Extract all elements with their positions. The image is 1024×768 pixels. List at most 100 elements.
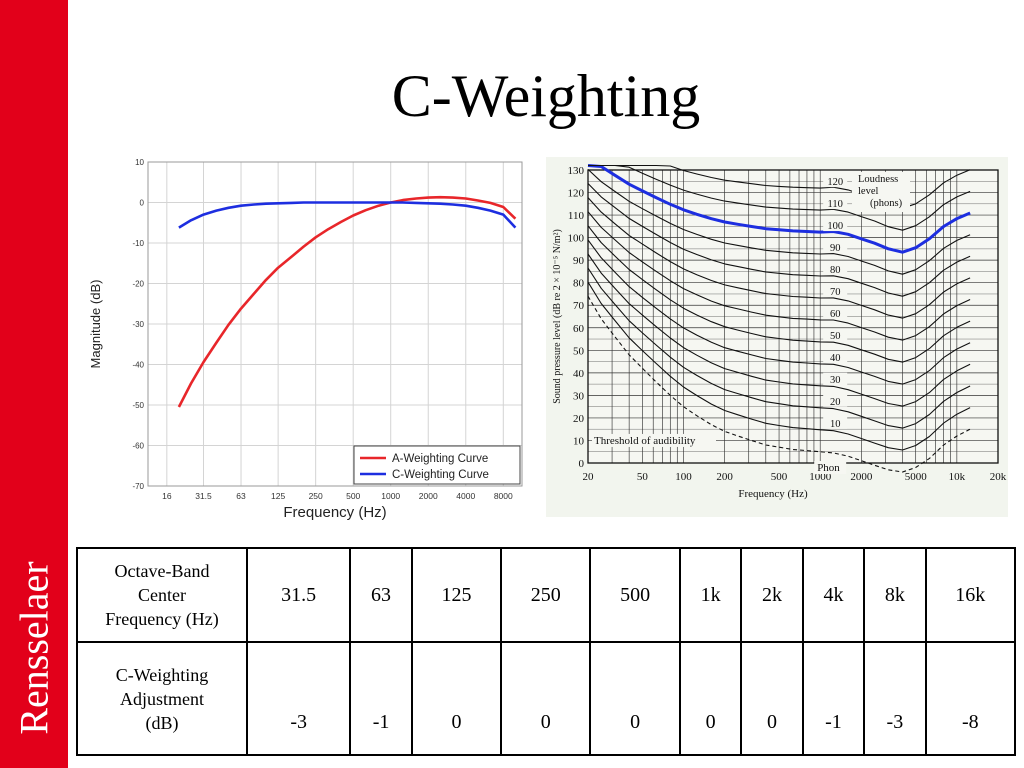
header-line: C-Weighting <box>115 664 209 685</box>
x-axis-label: Frequency (Hz) <box>738 488 808 500</box>
table-cell: 0 <box>410 641 503 756</box>
phon-contour <box>587 239 971 385</box>
phon-contour <box>587 281 971 451</box>
table-cell: 31.5 <box>245 547 352 643</box>
phon-label: 40 <box>830 353 841 364</box>
series-line <box>178 201 517 229</box>
phon-contour <box>587 183 971 297</box>
x-tick-label: 100 <box>675 471 692 483</box>
y-tick-label: -50 <box>132 401 144 410</box>
x-tick-label: 20k <box>990 471 1007 483</box>
chart-title-line: (phons) <box>870 198 903 209</box>
y-tick-label: 90 <box>573 255 585 267</box>
legend-label: C-Weighting Curve <box>392 469 489 481</box>
y-tick-label: 0 <box>579 458 585 470</box>
y-tick-label: 100 <box>568 233 585 245</box>
header-line: Adjustment <box>120 688 204 709</box>
phon-label: 60 <box>830 309 841 320</box>
table-cell: 2k <box>740 547 804 643</box>
phon-label-bg <box>823 350 848 363</box>
table-row: C-Weighting Adjustment (dB) -3 -1 0 0 0 … <box>76 641 1017 756</box>
x-tick-label: 2000 <box>419 491 438 501</box>
table-cell: 500 <box>589 547 681 643</box>
plot-frame <box>147 161 523 487</box>
phon-annotation: Phon <box>817 462 840 474</box>
legend-label: A-Weighting Curve <box>392 453 488 465</box>
x-tick-label: 250 <box>309 491 323 501</box>
phon-label: 10 <box>830 419 841 430</box>
x-tick-label: 20 <box>583 471 595 483</box>
x-tick-label: 125 <box>271 491 285 501</box>
table-cell: 8k <box>863 547 927 643</box>
phon-label-bg <box>823 284 848 297</box>
phon-label-bg <box>823 175 848 188</box>
header-line: Octave-Band <box>114 561 210 581</box>
plot-frame <box>587 169 999 464</box>
y-tick-label: 40 <box>573 368 585 380</box>
phon-label: 80 <box>830 265 841 276</box>
phon-label-bg <box>823 219 848 232</box>
annotation-bg <box>592 433 716 447</box>
table-cell: 0 <box>740 641 804 756</box>
annotation-bg <box>814 461 847 474</box>
y-axis-label: Magnitude (dB) <box>88 280 103 369</box>
y-tick-label: 50 <box>573 345 585 357</box>
y-tick-label: 120 <box>568 188 585 200</box>
table-cell: 0 <box>500 641 592 756</box>
y-tick-label: 0 <box>140 199 145 208</box>
x-tick-label: 8000 <box>494 491 513 501</box>
y-tick-label: 30 <box>573 390 585 402</box>
header-line: (dB) <box>145 712 179 733</box>
x-tick-label: 63 <box>236 491 246 501</box>
chart-title-line: level <box>858 186 878 197</box>
highlighted-contour <box>587 164 971 254</box>
phon-label: 50 <box>830 331 841 342</box>
table-cell: -1 <box>349 641 413 756</box>
x-tick-label: 31.5 <box>195 491 212 501</box>
table-cell: 63 <box>349 547 413 643</box>
brand-sidebar: Rensselaer <box>0 0 68 768</box>
x-tick-label: 1000 <box>381 491 400 501</box>
phon-label-bg <box>823 394 848 407</box>
table-cell: -8 <box>924 641 1017 756</box>
x-tick-label: 10k <box>949 471 966 483</box>
weighting-curves-chart: 16 31.5 63 125 250 500 1000 2000 4000 8000 10 0 -10 -… <box>80 152 538 528</box>
y-tick-label: -20 <box>132 280 144 289</box>
table-cell: 250 <box>500 547 592 643</box>
phon-label-bg <box>823 262 848 275</box>
phon-label: 120 <box>827 177 843 188</box>
row-header: C-Weighting Adjustment (dB) <box>76 641 248 756</box>
phon-contour <box>587 197 971 319</box>
y-tick-label: 80 <box>573 278 585 290</box>
phon-label-bg <box>823 328 848 341</box>
y-tick-label: 10 <box>135 158 144 167</box>
series-line <box>177 195 517 408</box>
y-tick-label: -70 <box>132 482 144 491</box>
y-tick-label: 130 <box>568 165 585 177</box>
y-tick-label: -10 <box>132 239 144 248</box>
x-tick-label: 5000 <box>905 471 928 483</box>
table-cell: -3 <box>245 641 352 756</box>
phon-contour <box>587 253 971 407</box>
y-tick-label: 110 <box>568 210 585 222</box>
y-tick-label: -60 <box>132 442 144 451</box>
y-axis-label: Sound pressure level (dB re 2 × 10⁻⁵ N/m… <box>552 229 563 404</box>
table-cell: 125 <box>410 547 503 643</box>
x-tick-label: 200 <box>716 471 733 483</box>
slide-title: C-Weighting <box>391 63 701 129</box>
phon-contour <box>587 267 971 429</box>
x-tick-label: 2000 <box>850 471 873 483</box>
brand-name: Rensselaer <box>11 561 57 735</box>
table-cell: 1k <box>678 547 743 643</box>
table-cell: 0 <box>589 641 681 756</box>
x-axis-label: Frequency (Hz) <box>283 504 386 521</box>
y-tick-label: 20 <box>573 413 585 425</box>
equal-loudness-svg: 0 10 20 30 40 50 60 70 80 90 100 110 120 130 20 50 100 20… <box>552 164 1007 500</box>
table-cell: -1 <box>801 641 866 756</box>
table-row: Octave-Band Center Frequency (Hz) 31.5 6… <box>76 547 1017 643</box>
y-tick-label: 10 <box>573 435 585 447</box>
y-tick-label: 70 <box>573 300 585 312</box>
table-cell: 0 <box>678 641 743 756</box>
phon-label: 100 <box>827 221 843 232</box>
phon-label-bg <box>823 241 848 254</box>
